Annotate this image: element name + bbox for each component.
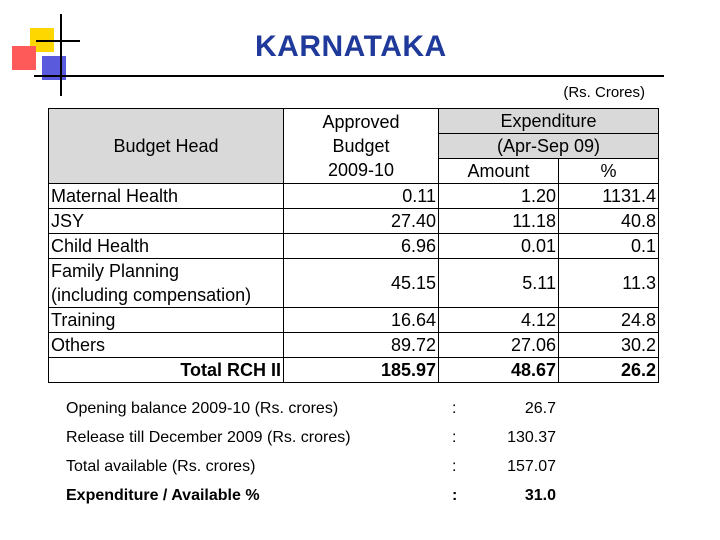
- header-row-1: Budget Head Approved Budget 2009-10 Expe…: [48, 108, 659, 184]
- logo-vertical-line: [60, 14, 62, 96]
- expenditure-label-line1: Expenditure: [500, 111, 597, 131]
- row-percent: 24.8: [558, 307, 659, 333]
- budget-head-label: Budget Head: [113, 136, 219, 156]
- row-amount: 27.06: [438, 332, 559, 358]
- row-approved: 45.15: [283, 258, 439, 308]
- row-head: Training: [48, 307, 284, 333]
- row-percent: 0.1: [558, 233, 659, 259]
- row-amount: 1.20: [438, 183, 559, 209]
- summary-label: Opening balance 2009-10 (Rs. crores): [66, 400, 339, 417]
- summary-label: Total available (Rs. crores): [66, 458, 256, 475]
- approved-label-line2: Budget: [332, 136, 390, 156]
- summary-value: 31.0: [524, 487, 556, 504]
- row-head-line2: (including compensation): [51, 285, 252, 305]
- logo-red-square: [12, 46, 36, 70]
- row-amount: 4.12: [438, 307, 559, 333]
- row-head-line1: Family Planning: [51, 261, 180, 281]
- row-percent: 40.8: [558, 208, 659, 234]
- row-head: Maternal Health: [48, 183, 284, 209]
- header-expenditure-period: (Apr-Sep 09): [438, 133, 659, 159]
- header-amount: Amount: [438, 158, 559, 184]
- row-head: Child Health: [48, 233, 284, 259]
- row-approved: 0.11: [283, 183, 439, 209]
- total-row: Total RCH II 185.97 48.67 26.2: [48, 357, 659, 383]
- table-row: Training 16.64 4.12 24.8: [48, 307, 659, 333]
- total-approved: 185.97: [283, 357, 439, 383]
- header-budget-head: Budget Head: [48, 108, 284, 184]
- row-percent: 1131.4: [558, 183, 659, 209]
- title-underline: [34, 75, 664, 77]
- table-row: Child Health 6.96 0.01 0.1: [48, 233, 659, 259]
- summary-colon: :: [452, 487, 458, 504]
- table-row: Family Planning (including compensation)…: [48, 258, 659, 308]
- summary-value: 26.7: [524, 400, 556, 417]
- logo-short-line: [36, 40, 80, 42]
- page-title: KARNATAKA: [255, 30, 447, 63]
- row-approved: 27.40: [283, 208, 439, 234]
- table-row: Others 89.72 27.06 30.2: [48, 332, 659, 358]
- expenditure-label-line2: (Apr-Sep 09): [496, 136, 601, 156]
- summary-value: 157.07: [507, 458, 556, 475]
- header-approved-budget: Approved Budget 2009-10: [283, 108, 439, 184]
- row-approved: 6.96: [283, 233, 439, 259]
- row-percent: 30.2: [558, 332, 659, 358]
- summary-colon: :: [452, 458, 457, 475]
- header-percent: %: [558, 158, 659, 184]
- decorative-logo: [0, 0, 664, 100]
- summary-colon: :: [452, 400, 457, 417]
- budget-table: Budget Head Approved Budget 2009-10 Expe…: [48, 108, 659, 383]
- total-amount: 48.67: [438, 357, 559, 383]
- summary-value: 130.37: [507, 429, 556, 446]
- table-row: JSY 27.40 11.18 40.8: [48, 208, 659, 234]
- row-approved: 89.72: [283, 332, 439, 358]
- summary-label: Expenditure / Available %: [66, 487, 260, 504]
- total-percent: 26.2: [558, 357, 659, 383]
- approved-label-line1: Approved: [322, 112, 400, 132]
- units-label: (Rs. Crores): [563, 84, 645, 101]
- row-head: JSY: [48, 208, 284, 234]
- approved-label-line3: 2009-10: [327, 160, 395, 180]
- row-head: Family Planning (including compensation): [48, 258, 284, 308]
- summary-label: Release till December 2009 (Rs. crores): [66, 429, 351, 446]
- header-expenditure: Expenditure: [438, 108, 659, 134]
- row-amount: 11.18: [438, 208, 559, 234]
- table-row: Maternal Health 0.11 1.20 1131.4: [48, 183, 659, 209]
- row-amount: 0.01: [438, 233, 559, 259]
- summary-colon: :: [452, 429, 457, 446]
- row-head: Others: [48, 332, 284, 358]
- total-head: Total RCH II: [48, 357, 284, 383]
- header-row-2: (Apr-Sep 09): [49, 133, 659, 159]
- row-amount: 5.11: [438, 258, 559, 308]
- row-approved: 16.64: [283, 307, 439, 333]
- row-percent: 11.3: [558, 258, 659, 308]
